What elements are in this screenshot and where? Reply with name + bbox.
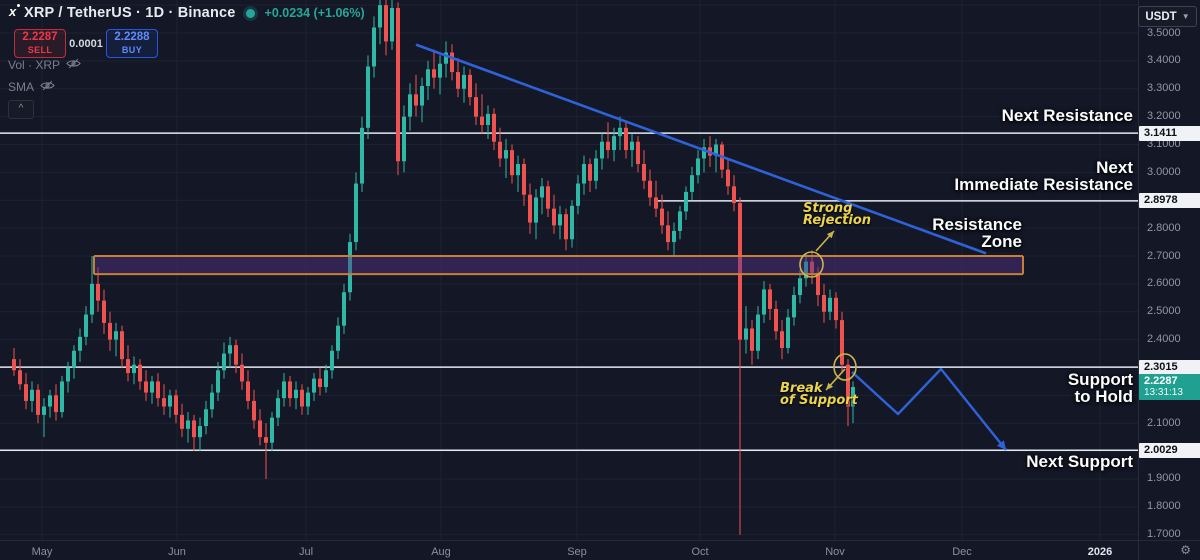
annotation-next-support[interactable]: Next Support bbox=[1026, 452, 1133, 471]
time-axis-separator bbox=[0, 540, 1200, 541]
sell-price: 2.2287 bbox=[22, 30, 58, 43]
buy-label: BUY bbox=[121, 44, 143, 55]
time-axis-label: Jun bbox=[168, 546, 186, 558]
price-change: +0.0234 (+1.06%) bbox=[264, 6, 365, 20]
annotation-strong-rejection[interactable]: Strong Rejection bbox=[803, 201, 872, 228]
chart-canvas[interactable] bbox=[0, 0, 1138, 540]
level-price-badge: 3.1411 bbox=[1139, 125, 1200, 141]
price-tick: 2.1000 bbox=[1147, 416, 1181, 429]
level-price-badge: 2.8978 bbox=[1139, 193, 1200, 209]
price-tick: 3.5000 bbox=[1147, 26, 1181, 39]
chevron-up-icon: ^ bbox=[18, 103, 24, 114]
price-tick: 3.2000 bbox=[1147, 110, 1181, 123]
current-price: 2.2287 bbox=[1144, 375, 1178, 388]
price-tick: 1.9000 bbox=[1147, 472, 1181, 485]
settings-gear-icon[interactable]: ⚙ bbox=[1180, 543, 1191, 557]
logo-x: x bbox=[9, 4, 21, 19]
sma-indicator-label[interactable]: SMA bbox=[8, 80, 35, 94]
time-axis-label: Nov bbox=[825, 546, 845, 558]
bar-countdown: 13:31:13 bbox=[1144, 387, 1183, 399]
price-tick: 1.8000 bbox=[1147, 500, 1181, 513]
price-tick: 2.8000 bbox=[1147, 221, 1181, 234]
annotation-break-of-support[interactable]: Break of Support bbox=[780, 381, 858, 408]
eye-off-icon[interactable] bbox=[40, 80, 55, 94]
price-tick: 2.7000 bbox=[1147, 249, 1181, 262]
currency-toggle-button[interactable]: USDT ▼ bbox=[1138, 6, 1197, 27]
time-axis-label: 2026 bbox=[1087, 546, 1113, 558]
price-tick: 3.1000 bbox=[1147, 138, 1181, 151]
time-axis-label: Dec bbox=[952, 546, 972, 558]
annotation-next-resistance[interactable]: Next Resistance bbox=[1001, 106, 1133, 125]
price-tick: 2.6000 bbox=[1147, 277, 1181, 290]
level-price-badge: 2.3015 bbox=[1139, 359, 1200, 375]
annotation-next-immediate-resistance[interactable]: Next Immediate Resistance bbox=[954, 158, 1133, 194]
buy-price: 2.2288 bbox=[114, 30, 150, 43]
sell-label: SELL bbox=[27, 44, 53, 55]
time-axis-label: May bbox=[31, 546, 53, 558]
price-axis-separator bbox=[1138, 0, 1139, 560]
time-axis-label: Aug bbox=[431, 546, 451, 558]
time-axis-label: Sep bbox=[567, 546, 587, 558]
spread-value: 0.0001 bbox=[69, 37, 103, 50]
chevron-down-icon: ▼ bbox=[1181, 12, 1190, 21]
annotation-resistance-zone[interactable]: Resistance Zone bbox=[932, 215, 1022, 251]
sell-button[interactable]: 2.2287 SELL bbox=[14, 29, 66, 58]
price-tick: 3.3000 bbox=[1147, 82, 1181, 95]
market-status-dot bbox=[245, 8, 255, 18]
price-tick: 3.0000 bbox=[1147, 165, 1181, 178]
level-price-badge: 2.0029 bbox=[1139, 442, 1200, 458]
current-price-badge: 2.2287 13:31:13 bbox=[1139, 374, 1200, 401]
price-tick: 2.4000 bbox=[1147, 333, 1181, 346]
time-axis-label: Oct bbox=[691, 546, 709, 558]
price-tick: 1.7000 bbox=[1147, 528, 1181, 541]
price-tick: 2.5000 bbox=[1147, 305, 1181, 318]
eye-off-icon[interactable] bbox=[66, 58, 81, 72]
legend-collapse-button[interactable]: ^ bbox=[8, 100, 34, 119]
symbol-title[interactable]: XRP / TetherUS · 1D · Binance bbox=[24, 5, 236, 21]
volume-indicator-label[interactable]: Vol · XRP bbox=[8, 58, 61, 72]
buy-button[interactable]: 2.2288 BUY bbox=[106, 29, 158, 58]
annotation-support-to-hold[interactable]: Support to Hold bbox=[1067, 370, 1133, 406]
currency-label: USDT bbox=[1145, 10, 1177, 23]
time-axis-label: Jul bbox=[298, 546, 314, 558]
price-tick: 3.4000 bbox=[1147, 54, 1181, 67]
